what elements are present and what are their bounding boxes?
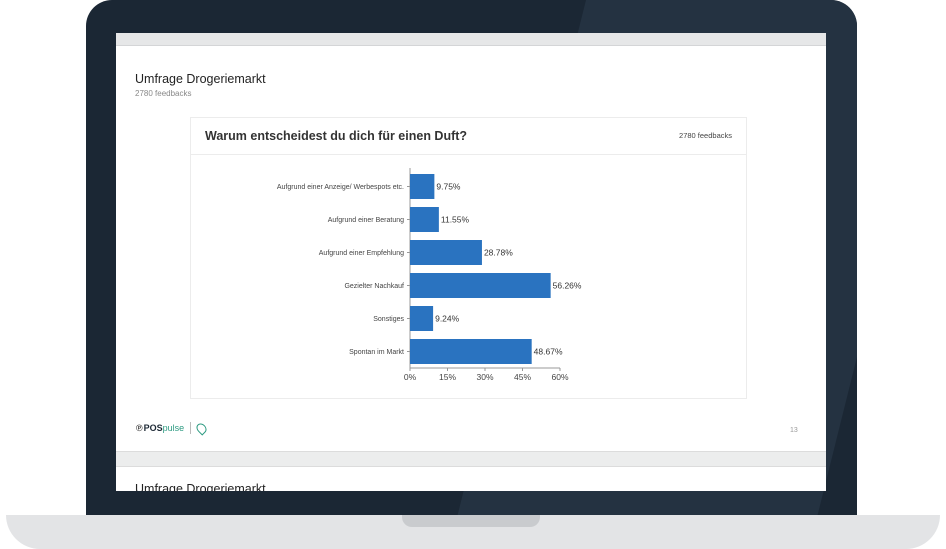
screen: Umfrage Drogeriemarkt 2780 feedbacks War… (116, 33, 826, 491)
bar-chart: Aufgrund einer Anzeige/ Werbespots etc. 9… (277, 168, 582, 382)
slide-title: Umfrage Drogeriemarkt (135, 72, 266, 86)
logo-pulse-text: pulse (162, 423, 185, 433)
bar (410, 339, 532, 364)
category-label: Sonstiges (373, 316, 404, 323)
pospulse-logo: ℗ POS pulse (136, 420, 209, 436)
bar (410, 306, 434, 331)
location-pin-icon (194, 420, 209, 436)
x-tick-label: 0% (404, 372, 417, 382)
bar (410, 207, 439, 232)
feedback-count: 2780 feedbacks (679, 131, 732, 140)
bar (410, 174, 435, 199)
chart-card-header: Warum entscheidest du dich für einen Duf… (191, 118, 746, 155)
bar (410, 240, 482, 265)
data-label: 11.55% (441, 215, 470, 225)
category-label: Aufgrund einer Empfehlung (319, 250, 404, 257)
data-label: 56.26% (553, 281, 582, 291)
slide-divider (116, 451, 826, 467)
logo-pos-text: POS (143, 423, 163, 433)
category-label: Aufgrund einer Anzeige/ Werbespots etc. (277, 184, 404, 191)
data-label: 9.75% (436, 182, 461, 192)
x-tick-label: 30% (476, 372, 493, 382)
x-tick-label: 15% (439, 372, 456, 382)
chart-title: Warum entscheidest du dich für einen Duf… (205, 129, 468, 143)
category-label: Gezielter Nachkauf (344, 283, 404, 290)
slide-subtitle: 2780 feedbacks (135, 89, 192, 98)
previous-slide-edge (116, 33, 826, 46)
x-tick-label: 45% (514, 372, 531, 382)
data-label: 28.78% (484, 248, 513, 258)
category-label: Spontan im Markt (349, 349, 404, 356)
chart-card: Warum entscheidest du dich für einen Duf… (190, 117, 747, 399)
bar (410, 273, 551, 298)
data-label: 48.67% (534, 347, 563, 357)
next-slide-title: Umfrage Drogeriemarkt (135, 482, 266, 491)
category-label: Aufgrund einer Beratung (328, 217, 404, 224)
x-tick-label: 60% (551, 372, 568, 382)
data-label: 9.24% (435, 314, 460, 324)
logo-mark-icon: ℗ (136, 423, 143, 433)
page-number: 13 (790, 427, 798, 434)
logo-divider (190, 422, 192, 434)
laptop-base-notch (402, 515, 540, 527)
